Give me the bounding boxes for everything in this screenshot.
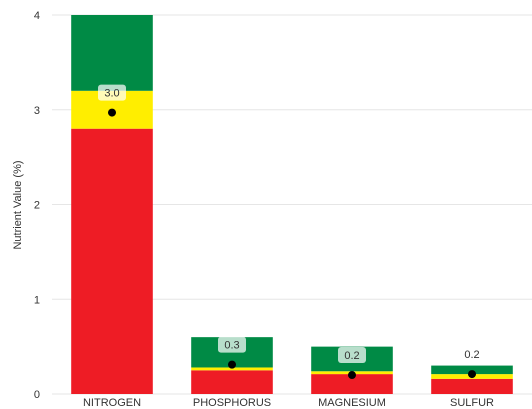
x-tick-label-phosphorus: PHOSPHORUS	[193, 397, 271, 409]
data-label-nitrogen: 3.0	[104, 88, 119, 100]
y-axis-ticks: 0 1 2 3 4	[34, 10, 40, 401]
point-sulfur	[468, 370, 476, 379]
y-axis-label: Nutrient Value (%)	[12, 160, 24, 249]
data-label-badge-magnesium	[338, 347, 366, 364]
y-tick-label-3: 3	[34, 105, 40, 117]
data-label-badge-phosphorus	[218, 336, 246, 353]
bar-phosphorus-medium	[191, 367, 273, 371]
y-tick-label-1: 1	[34, 294, 40, 306]
data-label-sulfur: 0.2	[464, 349, 479, 361]
y-tick-label-0: 0	[34, 389, 40, 401]
point-nitrogen	[108, 108, 116, 117]
data-label-badge-nitrogen	[98, 84, 126, 101]
bar-nitrogen-low	[71, 128, 153, 394]
point-magnesium	[348, 371, 356, 380]
x-tick-label-magnesium: MAGNESIUM	[318, 397, 386, 409]
bar-sulfur-low	[431, 378, 513, 394]
point-phosphorus	[228, 360, 236, 369]
y-tick-label-2: 2	[34, 200, 40, 212]
bar-phosphorus-low	[191, 370, 273, 394]
y-tick-label-4: 4	[34, 10, 40, 22]
bars: 3.0 0.3 0.2 0.2	[71, 15, 513, 394]
bar-nitrogen-high	[71, 15, 153, 91]
x-axis-ticks: NITROGEN PHOSPHORUS MAGNESIUM SULFUR	[83, 397, 494, 409]
bar-magnesium-low	[311, 374, 393, 394]
x-tick-label-sulfur: SULFUR	[450, 397, 494, 409]
bar-sulfur-high	[431, 365, 513, 375]
x-tick-label-nitrogen: NITROGEN	[83, 397, 141, 409]
data-label-magnesium: 0.2	[344, 350, 359, 362]
data-label-phosphorus: 0.3	[224, 340, 239, 352]
